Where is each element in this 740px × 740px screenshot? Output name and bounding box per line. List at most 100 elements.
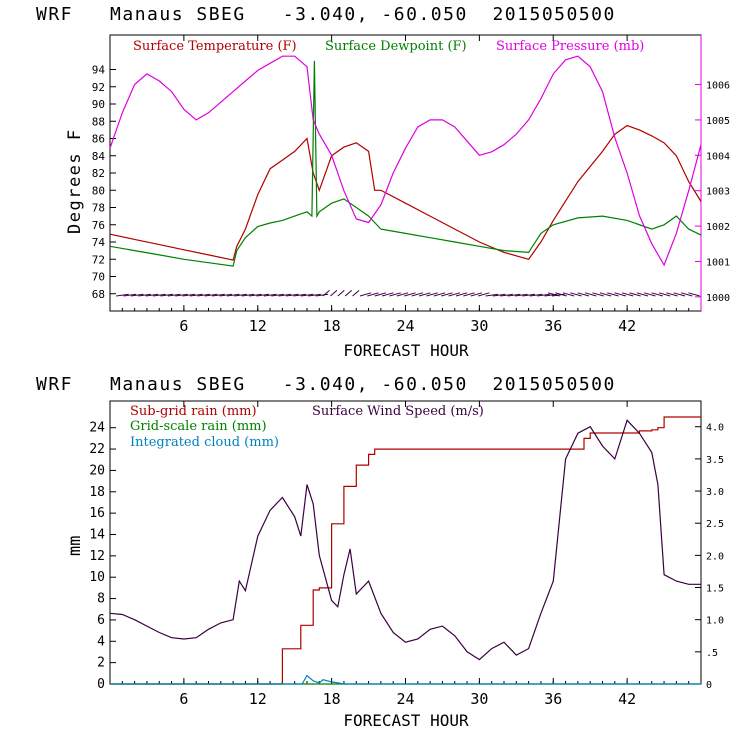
- panel2-ylabel: mm: [65, 536, 85, 556]
- wind-barb: [658, 292, 671, 297]
- panel1-y2-ticks: 1000 1001 1002 1003 1004 1005 1006: [695, 81, 730, 304]
- y-tick-label: 92: [92, 81, 105, 94]
- y2-tick-label: 1000: [706, 293, 730, 304]
- y-tick-label: 76: [92, 219, 105, 232]
- wind-barb: [621, 292, 634, 297]
- wind-barb: [256, 293, 270, 297]
- y-tick-label: 90: [92, 98, 105, 111]
- wind-barb: [500, 293, 513, 297]
- wind-barb: [680, 292, 693, 297]
- series-line-sub-grid-rain-mm-: [110, 416, 701, 685]
- x-tick-label: 6: [179, 317, 188, 335]
- y-tick-label: 20: [89, 463, 105, 478]
- wind-barb: [485, 293, 499, 297]
- y-tick-label: 82: [92, 167, 105, 180]
- wind-barb: [175, 293, 188, 297]
- wind-barb: [562, 292, 575, 297]
- panel1-ylabel: Degrees F: [65, 128, 85, 234]
- y-tick-label: 6: [97, 613, 105, 628]
- x-tick-label: 42: [618, 690, 636, 708]
- y2-tick-label: 2.5: [706, 519, 724, 530]
- wind-barb: [160, 293, 174, 297]
- legend-surface-pressure: Surface Pressure (mb): [496, 39, 644, 54]
- wind-barb: [189, 293, 203, 297]
- y-tick-label: 16: [89, 506, 105, 521]
- wind-barb: [584, 292, 597, 297]
- series-line-surface-wind-speed-m-s-: [109, 419, 701, 661]
- wind-barb: [522, 293, 536, 297]
- y2-tick-label: .5: [706, 648, 718, 659]
- wind-barb: [249, 293, 262, 297]
- legend-surface-dewpoint: Surface Dewpoint (F): [325, 39, 467, 54]
- wind-barb: [515, 293, 528, 297]
- wind-barb: [426, 292, 438, 297]
- legend-integrated-cloud: Integrated cloud (mm): [130, 435, 279, 450]
- legend-gridscale-rain: Grid-scale rain (mm): [130, 419, 267, 434]
- y2-tick-label: 3.0: [706, 487, 724, 498]
- x-tick-label: 24: [396, 317, 414, 335]
- wind-barb: [570, 292, 582, 297]
- wind-barb: [577, 292, 590, 297]
- y-tick-label: 14: [89, 527, 105, 542]
- y-tick-label: 8: [97, 592, 105, 607]
- wind-barb: [374, 292, 387, 297]
- wind-barb: [182, 293, 196, 297]
- wind-barb: [130, 293, 144, 297]
- y-tick-label: 0: [97, 677, 105, 692]
- wind-barb: [537, 293, 550, 297]
- wind-barb: [547, 292, 560, 297]
- y2-tick-label: 1.5: [706, 584, 724, 595]
- panel1-xlabel: FORECAST HOUR: [343, 341, 469, 360]
- wind-barb: [263, 293, 277, 297]
- y2-tick-label: 3.5: [706, 455, 724, 466]
- series-line-integrated-cloud-mm-: [110, 674, 701, 685]
- wind-barb: [300, 293, 314, 297]
- wind-barb: [629, 292, 641, 297]
- y-tick-label: 10: [89, 570, 105, 585]
- x-tick-label: 30: [470, 317, 488, 335]
- wind-barb: [278, 293, 292, 297]
- wind-barb: [271, 293, 284, 297]
- wind-barbs: [116, 290, 700, 297]
- series-line-surface-temperature-f-: [109, 124, 702, 261]
- wind-barb: [389, 292, 401, 297]
- y2-tick-label: 1006: [706, 81, 730, 92]
- wind-barb: [381, 292, 394, 297]
- x-tick-label: 18: [323, 690, 341, 708]
- wind-barb: [138, 293, 151, 297]
- wind-barb: [396, 292, 409, 297]
- y2-tick-label: 4.0: [706, 423, 724, 434]
- wind-barb: [234, 293, 247, 297]
- y2-tick-label: 0: [706, 680, 712, 691]
- y-tick-label: 68: [92, 288, 105, 301]
- x-tick-label: 36: [544, 690, 562, 708]
- x-tick-label: 30: [470, 690, 488, 708]
- wind-barb: [337, 290, 345, 297]
- wind-barb: [367, 292, 379, 297]
- x-tick-label: 18: [323, 317, 341, 335]
- y2-tick-label: 1005: [706, 116, 730, 127]
- wind-barb: [614, 292, 627, 297]
- y-tick-label: 86: [92, 133, 105, 146]
- wind-barb: [359, 292, 372, 297]
- wind-barb: [651, 292, 663, 297]
- x-tick-label: 12: [249, 317, 267, 335]
- legend-surface-temperature: Surface Temperature (F): [133, 39, 297, 54]
- y-tick-label: 4: [97, 634, 105, 649]
- y-tick-label: 12: [89, 549, 105, 564]
- x-tick-label: 36: [544, 317, 562, 335]
- panel2-series: [109, 416, 701, 685]
- wind-barb: [167, 293, 181, 297]
- wind-barb: [293, 293, 307, 297]
- wind-barb: [322, 290, 330, 297]
- panel2-x-ticks: 6 12 18 24 30 36 42: [121, 401, 690, 708]
- legend-subgrid-rain: Sub-grid rain (mm): [130, 404, 257, 419]
- x-tick-label: 42: [618, 317, 636, 335]
- panel1-y-ticks: 68 70 72 74 76 78 80 82 84 86 88 90 92 94: [92, 64, 116, 301]
- wind-barb: [529, 293, 543, 297]
- y2-tick-label: 1.0: [706, 616, 724, 627]
- wind-barb: [433, 292, 446, 297]
- panel2-y2-ticks: 0 .5 1.0 1.5 2.0 2.5 3.0 3.5 4.0: [695, 423, 724, 691]
